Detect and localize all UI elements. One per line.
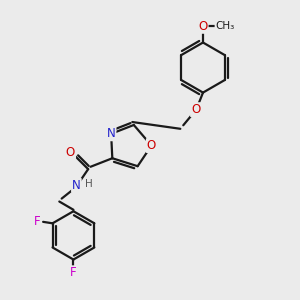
Text: H: H [85,179,93,189]
Text: F: F [34,215,40,228]
Text: N: N [107,127,116,140]
Text: F: F [70,266,77,279]
Text: O: O [191,103,200,116]
Text: O: O [147,139,156,152]
Text: N: N [72,179,81,192]
Text: O: O [66,146,75,159]
Text: CH₃: CH₃ [215,21,235,31]
Text: O: O [198,20,208,33]
